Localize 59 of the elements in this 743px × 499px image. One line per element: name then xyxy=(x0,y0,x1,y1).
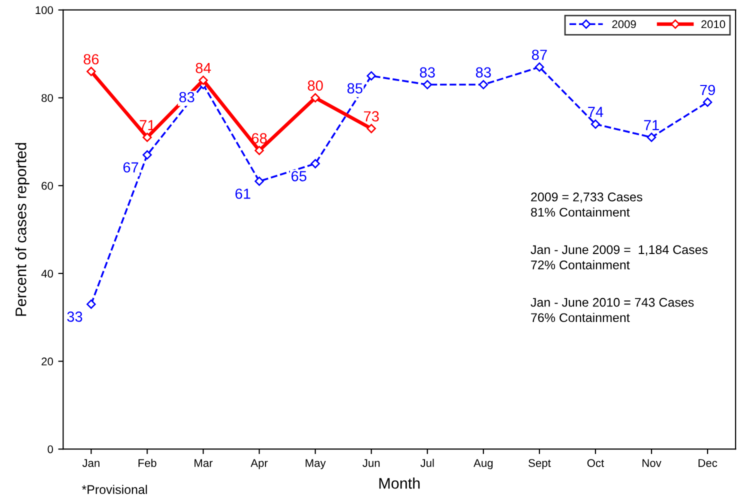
point xyxy=(534,62,544,72)
y-tick-label: 60 xyxy=(42,182,53,190)
x-tick-label: Jun xyxy=(362,459,380,467)
x-tick-label: Feb xyxy=(138,458,156,467)
x-tick-label: Sept xyxy=(528,459,551,470)
point xyxy=(366,124,376,134)
point xyxy=(254,146,264,156)
data-label: 83 xyxy=(476,67,491,78)
data-label: 85 xyxy=(347,83,362,94)
x-tick-label: Jul xyxy=(420,458,434,467)
x-tick-label: Aug xyxy=(474,459,493,470)
data-label: 80 xyxy=(308,80,323,91)
annotation: 2009 = 2,733 Cases 81% Containment xyxy=(531,192,642,217)
legend-label: 2010 xyxy=(701,20,726,28)
x-tick-label: Dec xyxy=(698,459,718,467)
point xyxy=(142,132,152,142)
point xyxy=(422,80,432,90)
point xyxy=(254,176,264,186)
data-label: 84 xyxy=(196,62,211,74)
point xyxy=(478,80,488,90)
annotation: Jan - June 2010 = 743 Cases 76% Containment xyxy=(530,298,694,322)
y-tick-label: 100 xyxy=(36,6,53,14)
y-tick-label: 0 xyxy=(48,445,53,454)
data-label: 87 xyxy=(532,50,547,60)
point xyxy=(198,76,208,85)
data-label: 33 xyxy=(67,312,82,322)
data-label: 67 xyxy=(123,162,138,173)
annotation: Jan - June 2009 = 1,184 Cases 72% Containment xyxy=(530,245,708,270)
point xyxy=(310,159,320,168)
x-tick-label: Jan xyxy=(82,459,100,467)
text: *Provisional xyxy=(82,484,147,494)
point xyxy=(702,98,712,107)
data-label: 65 xyxy=(292,171,306,182)
data-label: 83 xyxy=(179,92,194,102)
data-label: 73 xyxy=(364,111,379,122)
y-axis-title: Percent of cases reported xyxy=(15,143,30,316)
point xyxy=(646,132,656,142)
point xyxy=(142,150,152,160)
data-label: 83 xyxy=(420,67,435,78)
data-label: 74 xyxy=(588,106,604,117)
point xyxy=(366,71,376,80)
legend-label: 2009 xyxy=(612,20,636,28)
x-tick-label: Mar xyxy=(194,459,213,467)
x-tick-label: Nov xyxy=(642,459,662,467)
x-tick-label: Oct xyxy=(587,459,604,467)
point xyxy=(86,300,96,309)
data-label: 79 xyxy=(700,84,715,96)
y-tick-label: 40 xyxy=(41,270,53,278)
data-label: 61 xyxy=(235,188,250,199)
point xyxy=(590,120,600,129)
data-label: 71 xyxy=(644,120,659,130)
data-label: 86 xyxy=(84,54,99,64)
y-tick-label: 80 xyxy=(42,94,53,102)
point xyxy=(86,66,96,76)
x-tick-label: Apr xyxy=(250,459,268,470)
x-tick-label: May xyxy=(306,459,326,470)
y-tick-label: 20 xyxy=(42,358,53,366)
x-axis-title: Month xyxy=(379,478,420,489)
point xyxy=(310,93,320,102)
